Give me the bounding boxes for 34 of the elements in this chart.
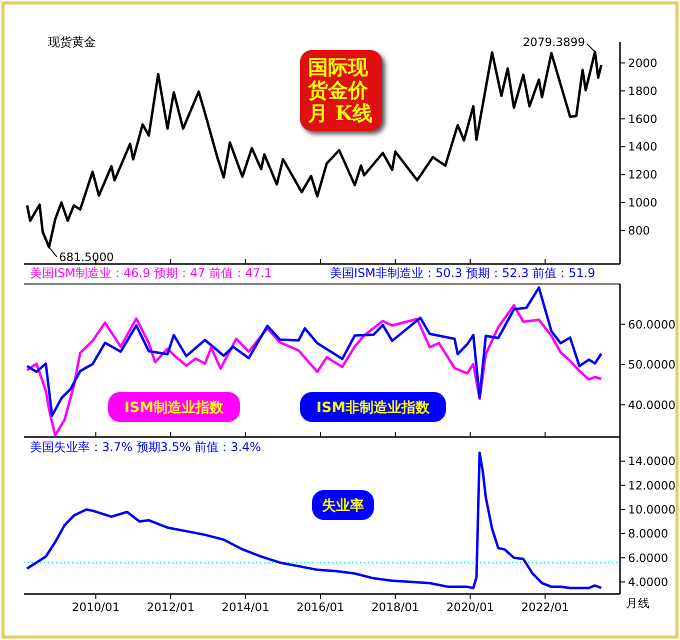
y-tick-label: 14.0000 bbox=[628, 454, 676, 468]
y-tick-label: 4.0000 bbox=[628, 574, 668, 589]
x-tick-label: 2014/01 bbox=[222, 600, 270, 614]
y-tick-label: 1600 bbox=[628, 112, 658, 126]
x-tick-label: 2018/01 bbox=[371, 600, 420, 614]
text: ISM制造业指数 bbox=[124, 400, 225, 416]
text: 月线 bbox=[626, 596, 650, 610]
y-tick-label: 1800 bbox=[628, 84, 658, 98]
y-tick-label: 800 bbox=[628, 223, 650, 238]
x-tick-label: 2016/01 bbox=[296, 600, 344, 614]
y-tick-label: 2000 bbox=[628, 56, 658, 70]
y-tick-label: 8.0000 bbox=[628, 526, 668, 541]
x-tick-label: 2020/01 bbox=[446, 600, 494, 614]
x-tick-label: 2010/01 bbox=[72, 600, 120, 614]
x-tick-label: 2022/01 bbox=[521, 600, 569, 614]
y-tick-label: 12.0000 bbox=[628, 478, 676, 492]
y-tick-label: 1200 bbox=[628, 168, 658, 182]
text: ISM非制造业指数 bbox=[316, 400, 431, 416]
text: 国际现货金价月 K线 bbox=[300, 50, 382, 131]
y-tick-label: 1000 bbox=[628, 196, 658, 210]
y-tick-label: 6.0000 bbox=[628, 550, 668, 565]
y-tick-label: 10.0000 bbox=[628, 502, 676, 516]
annotation: 2079.3899 bbox=[522, 34, 586, 49]
text: 美国ISM非制造业：50.3 预期：52.3 前值：51.9 bbox=[330, 266, 596, 280]
x-tick-label: 2012/01 bbox=[146, 600, 195, 614]
annotation: 美国失业率：3.7% 预期3.5% 前值：3.4% bbox=[30, 440, 262, 454]
y-tick-label: 40.0000 bbox=[628, 398, 676, 412]
text: 现货黄金 bbox=[48, 35, 96, 49]
y-tick-label: 60.0000 bbox=[628, 317, 676, 332]
text: 失业率 bbox=[322, 497, 364, 514]
y-tick-label: 1400 bbox=[628, 140, 658, 154]
y-tick-label: 50.0000 bbox=[628, 358, 676, 372]
text: 美国ISM制造业：46.9 预期：47 前值：47.1 bbox=[30, 266, 272, 280]
annotation: 681.5000 bbox=[58, 250, 114, 264]
